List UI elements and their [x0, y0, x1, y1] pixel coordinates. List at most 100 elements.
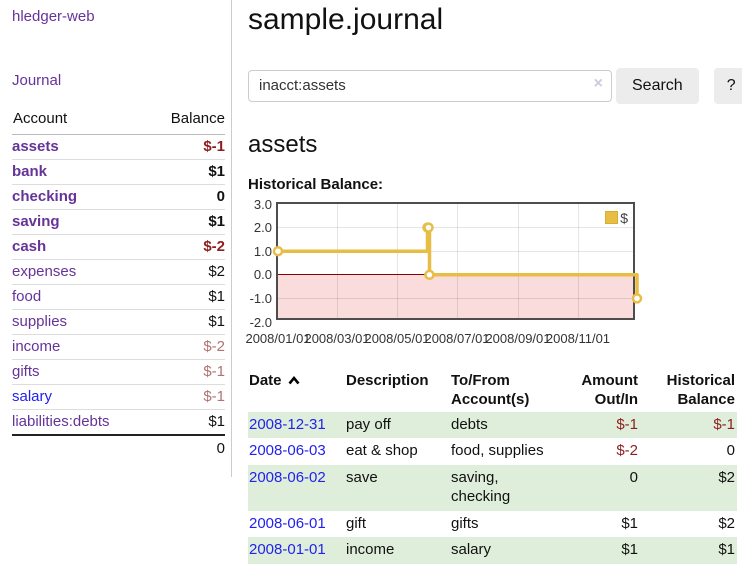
account-balance: $1 [148, 309, 225, 335]
register-table: Date Description To/From Account(s) Amou… [248, 369, 737, 564]
search-button[interactable]: Search [616, 68, 699, 104]
account-link-income[interactable]: income [12, 338, 61, 355]
transaction-date-link[interactable]: 2008-01-01 [249, 541, 326, 559]
search-bar: × Search ? [248, 68, 742, 104]
account-link-supplies[interactable]: supplies [12, 313, 68, 330]
account-row: bank $1 [12, 159, 225, 185]
account-balance: $-1 [148, 384, 225, 410]
account-link-saving[interactable]: saving [12, 213, 60, 230]
register-header-description: Description [346, 371, 429, 389]
transaction-description: save [346, 468, 378, 486]
transaction-date-link[interactable]: 2008-06-03 [249, 442, 326, 460]
negative-region [278, 274, 633, 318]
gridline [278, 250, 633, 252]
gridline [457, 203, 458, 318]
transaction-description: eat & shop [346, 442, 418, 460]
search-input[interactable] [248, 69, 612, 102]
table-row: 2008-06-03 eat & shop food, supplies $-2… [248, 438, 737, 465]
data-point-marker [631, 292, 643, 304]
account-link-bank[interactable]: bank [12, 163, 48, 180]
account-balance: $1 [148, 409, 225, 435]
account-heading: assets [248, 130, 318, 158]
account-link-assets[interactable]: assets [12, 138, 59, 155]
account-balance: 0 [148, 184, 225, 210]
y-axis-tick-label: -2.0 [249, 314, 272, 330]
transaction-date-link[interactable]: 2008-12-31 [249, 415, 326, 433]
table-row: 2008-06-01 gift gifts $1 $2 [248, 511, 737, 538]
account-link-gifts[interactable]: gifts [12, 363, 40, 380]
accounts-table: Account Balance assets $-1 bank $1 check… [12, 108, 225, 461]
account-balance: $-1 [203, 138, 225, 155]
x-axis-tick-label: 2008/03/01 [304, 330, 370, 346]
account-link-salary[interactable]: salary [12, 388, 53, 405]
x-axis-tick-label: 2008/09/01 [485, 330, 551, 346]
register-header-row: Date Description To/From Account(s) Amou… [248, 369, 737, 412]
main-content: sample.journal × Search ? assets Histori… [232, 0, 742, 564]
accounts-header-account: Account [12, 108, 149, 135]
legend-swatch-icon [605, 211, 619, 225]
account-link-cash[interactable]: cash [12, 238, 47, 255]
account-link-liabilities-debts[interactable]: liabilities:debts [12, 413, 110, 430]
transaction-accounts: salary [451, 541, 492, 559]
transaction-description: gift [346, 514, 367, 532]
transaction-accounts: saving, checking [451, 468, 511, 506]
sort-ascending-icon [288, 375, 300, 384]
account-row: expenses $2 [12, 259, 225, 285]
gridline [577, 203, 579, 318]
sidebar: hledger-web Journal Account Balance asse… [0, 0, 232, 477]
register-header-date[interactable]: Date [248, 369, 345, 412]
table-row: 2008-01-01 income salary $1 $1 [248, 537, 737, 564]
account-balance: $2 [148, 259, 225, 285]
y-axis-tick-label: 3.0 [253, 196, 272, 212]
transaction-accounts: debts [451, 415, 488, 433]
account-row: checking 0 [12, 184, 225, 210]
account-balance: $1 [148, 209, 225, 235]
x-axis-tick-label: 2008/11/01 [545, 330, 611, 346]
transaction-date-link[interactable]: 2008-06-02 [249, 468, 326, 486]
transaction-amount: $-2 [616, 442, 638, 460]
account-row: gifts $-1 [12, 359, 225, 385]
transaction-amount: $1 [621, 514, 638, 532]
gridline [397, 203, 398, 318]
x-axis-tick-label: 2008/05/01 [364, 330, 430, 346]
transaction-description: pay off [346, 415, 391, 433]
brand-link[interactable]: hledger-web [12, 8, 95, 25]
account-link-food[interactable]: food [12, 288, 42, 305]
transaction-balance: $2 [718, 514, 735, 532]
transaction-balance: $2 [718, 468, 735, 486]
account-row: saving $1 [12, 209, 225, 235]
gridline [517, 203, 519, 318]
transaction-balance: 0 [726, 442, 735, 460]
table-row: 2008-06-02 save saving, checking 0 $2 [248, 464, 737, 511]
gridline [278, 227, 633, 229]
account-row: supplies $1 [12, 309, 225, 335]
register-header-accounts: To/From Account(s) [451, 371, 530, 409]
account-balance: $-2 [148, 334, 225, 360]
accounts-header-balance: Balance [148, 108, 225, 135]
sidebar-item-journal[interactable]: Journal [12, 72, 62, 89]
data-point-marker [423, 221, 434, 233]
balance-series-line [272, 221, 643, 304]
account-row: food $1 [12, 284, 225, 310]
gridline [337, 203, 338, 318]
help-button[interactable]: ? [713, 68, 742, 104]
x-axis-tick-label: 2008/07/01 [424, 330, 490, 346]
gridline [278, 297, 633, 299]
register-header-date-label: Date [249, 371, 282, 389]
transaction-accounts: food, supplies [451, 442, 544, 460]
account-link-expenses[interactable]: expenses [12, 263, 77, 280]
account-link-checking[interactable]: checking [12, 188, 78, 205]
register-header-balance: Historical Balance [666, 371, 735, 409]
chart-title: Historical Balance: [248, 175, 384, 193]
data-point-marker [424, 269, 435, 280]
clear-search-icon[interactable]: × [593, 74, 603, 92]
transaction-amount: 0 [629, 468, 638, 486]
x-axis-tick-label: 2008/01/01 [245, 330, 311, 346]
y-axis-tick-label: -1.0 [249, 290, 272, 306]
transaction-date-link[interactable]: 2008-06-01 [249, 514, 326, 532]
account-balance: $1 [148, 159, 225, 185]
account-balance: $-1 [148, 359, 225, 385]
data-point-marker [272, 245, 284, 257]
table-row: 2008-12-31 pay off debts $-1 $-1 [248, 411, 737, 439]
transaction-balance: $1 [718, 541, 735, 559]
